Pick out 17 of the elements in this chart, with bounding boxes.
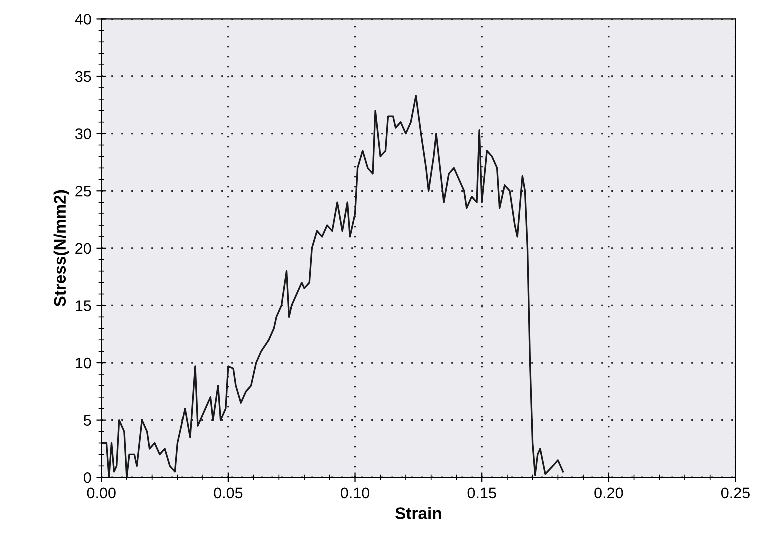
y-tick-label: 40 xyxy=(75,14,92,25)
x-tick-label: 0.10 xyxy=(340,488,370,499)
y-tick-label: 25 xyxy=(76,186,92,197)
y-tick-label: 20 xyxy=(76,243,92,254)
y-tick-label: 0 xyxy=(84,472,92,484)
x-axis-title: Strain xyxy=(396,507,442,520)
y-tick-label: 10 xyxy=(76,358,92,369)
x-tick-label: 0.20 xyxy=(594,488,624,499)
x-tick-label: 0.15 xyxy=(468,488,496,499)
x-tick-label: 0.25 xyxy=(721,488,750,499)
y-tick-label: 30 xyxy=(75,128,92,140)
y-tick-label: 5 xyxy=(84,415,92,426)
x-tick-label: 0.00 xyxy=(87,488,116,499)
x-tick-label: 0.05 xyxy=(214,488,243,499)
y-axis-title: Stress(N/mm2) xyxy=(54,190,70,307)
y-tick-label: 35 xyxy=(75,71,92,82)
y-tick-label: 15 xyxy=(76,300,92,312)
